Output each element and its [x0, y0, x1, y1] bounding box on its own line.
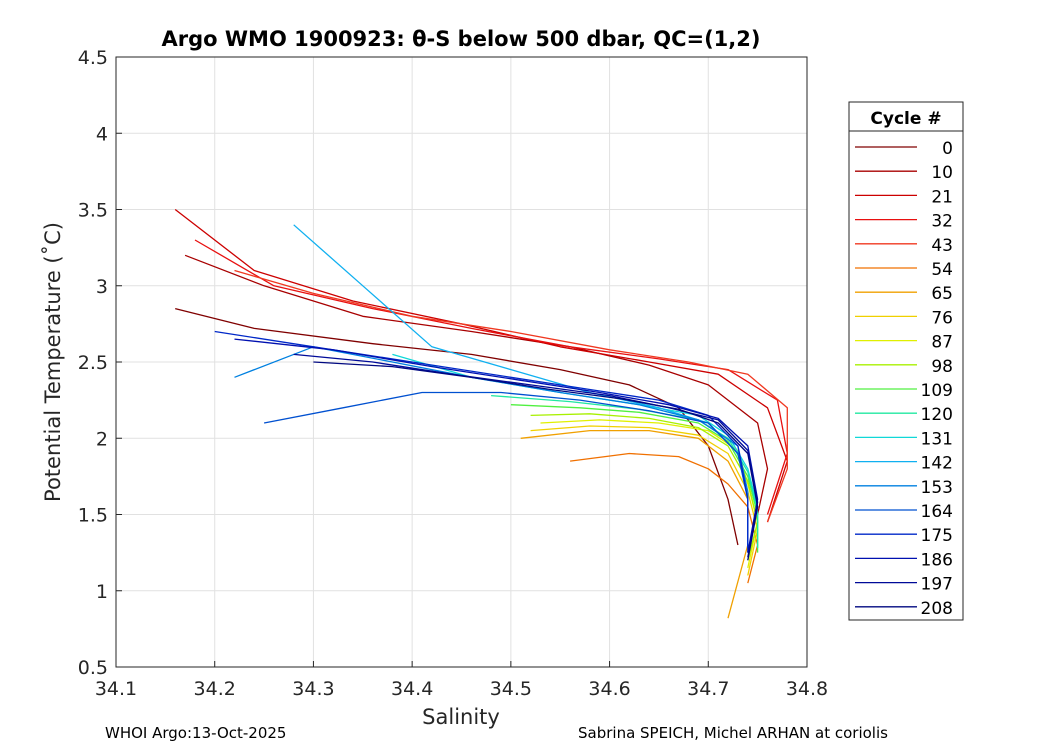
- series-layer: [174, 208, 788, 619]
- series-line-cycle-164: [263, 391, 749, 548]
- legend: Cycle # 0 10 21 32 43 54 65 76 87 98 109 120 131 142 1…: [848, 101, 964, 621]
- legend-label: 0: [942, 139, 953, 159]
- y-tick-label: 2: [96, 428, 108, 450]
- plot-area: 34.1 34.2 34.3 34.4 34.5 34.6 34.7 34.80.511.52…: [78, 47, 828, 700]
- legend-label: 65: [931, 284, 953, 304]
- x-tick-label: 34.8: [786, 678, 828, 700]
- legend-entries: 0 10 21 32 43 54 65 76 87 98 109 120 131 142 153 164 175…: [855, 139, 953, 619]
- series-line-cycle-0: [175, 307, 739, 546]
- series-line-cycle-21: [174, 208, 788, 523]
- legend-label: 208: [921, 599, 953, 619]
- series-line-cycle-186: [234, 338, 759, 553]
- footer-credit-left: WHOI Argo:13-Oct-2025: [105, 724, 287, 742]
- y-tick-label: 3: [96, 276, 108, 298]
- legend-label: 197: [921, 575, 953, 595]
- x-tick-label: 34.5: [490, 678, 532, 700]
- y-tick-label: 3.5: [78, 200, 108, 222]
- legend-label: 131: [921, 429, 953, 449]
- x-tick-label: 34.2: [194, 678, 236, 700]
- series-line-cycle-43: [234, 269, 788, 523]
- series-line-cycle-76: [530, 425, 759, 576]
- legend-label: 153: [921, 478, 953, 498]
- legend-label: 76: [931, 308, 953, 328]
- y-tick-label: 1: [96, 581, 108, 603]
- legend-label: 87: [931, 333, 953, 353]
- y-axis-label: Potential Temperature (˚C): [41, 222, 65, 502]
- legend-label: 186: [921, 550, 953, 570]
- legend-label: 164: [921, 502, 953, 522]
- y-tick-label: 2.5: [78, 352, 108, 374]
- chart-title: Argo WMO 1900923: θ-S below 500 dbar, QC…: [162, 27, 761, 51]
- legend-label: 54: [931, 260, 953, 280]
- x-tick-label: 34.7: [687, 678, 729, 700]
- y-tick-label: 0.5: [78, 657, 108, 679]
- legend-label: 10: [931, 163, 953, 183]
- legend-label: 43: [931, 236, 953, 256]
- legend-label: 120: [921, 405, 953, 425]
- legend-label: 109: [921, 381, 953, 401]
- legend-label: 175: [921, 526, 953, 546]
- axis-ticks: 34.1 34.2 34.3 34.4 34.5 34.6 34.7 34.80.511.52…: [78, 47, 828, 700]
- legend-title: Cycle #: [870, 109, 941, 129]
- x-tick-label: 34.6: [588, 678, 630, 700]
- legend-label: 98: [931, 357, 953, 377]
- footer-credit-right: Sabrina SPEICH, Michel ARHAN at coriolis: [578, 724, 888, 742]
- y-tick-label: 1.5: [78, 505, 108, 527]
- x-tick-label: 34.3: [292, 678, 334, 700]
- y-tick-label: 4: [96, 123, 108, 145]
- series-line-cycle-10: [184, 254, 769, 515]
- x-tick-label: 34.4: [391, 678, 433, 700]
- series-line-cycle-208: [313, 361, 759, 561]
- series-line-cycle-32: [194, 239, 788, 515]
- y-tick-label: 4.5: [78, 47, 108, 69]
- x-tick-label: 34.1: [95, 678, 137, 700]
- series-line-cycle-153: [234, 346, 749, 545]
- x-axis-label: Salinity: [422, 705, 500, 729]
- legend-label: 32: [931, 212, 953, 232]
- legend-label: 142: [921, 454, 953, 474]
- legend-label: 21: [931, 187, 953, 207]
